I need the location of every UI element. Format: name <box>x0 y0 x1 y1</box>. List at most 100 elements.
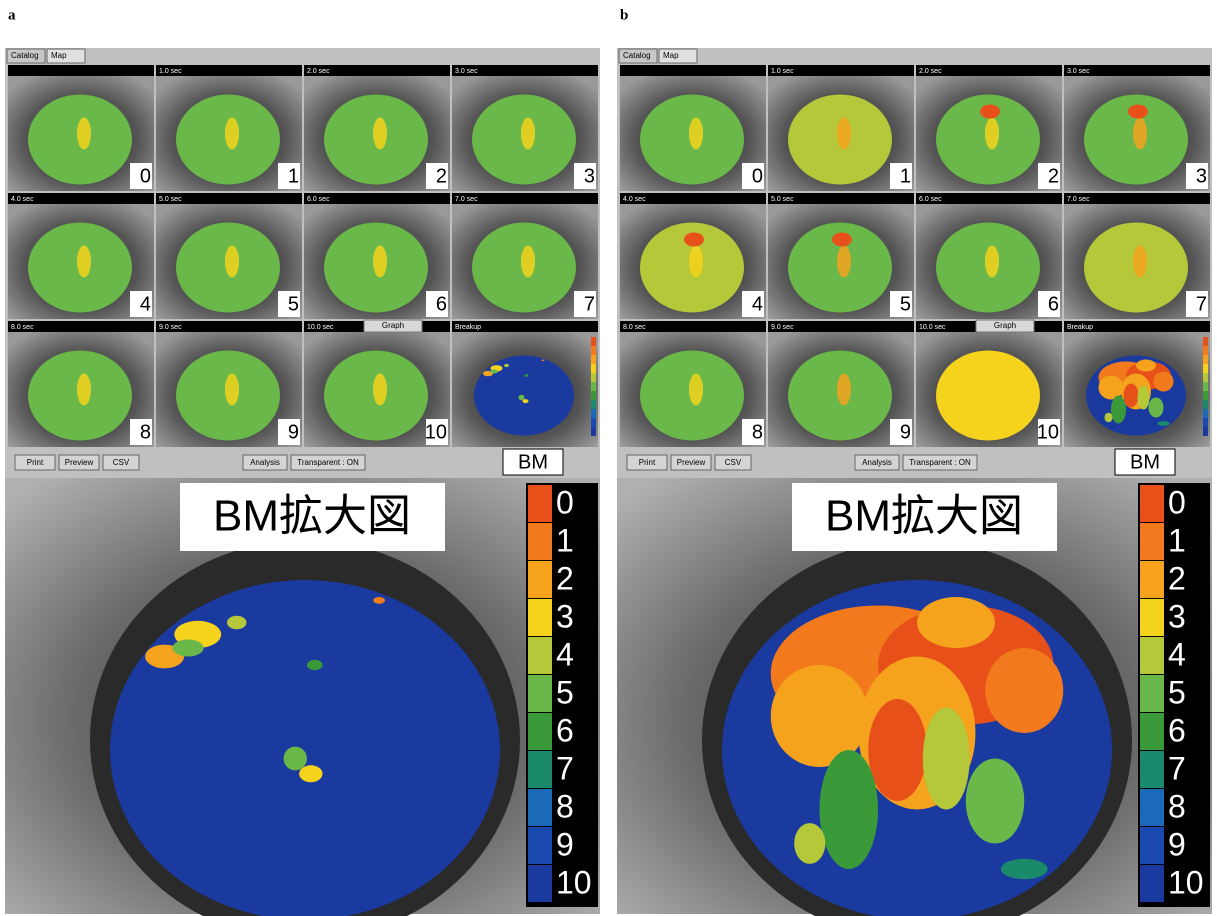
zoom-blob <box>284 747 307 771</box>
tab-label[interactable]: Catalog <box>623 51 651 60</box>
legend-swatch <box>528 789 552 826</box>
zoom-blob <box>307 660 323 670</box>
panel-label: b <box>620 7 628 23</box>
frame-time: 3.0 sec <box>455 68 478 75</box>
toolbar-button-label[interactable]: Print <box>27 458 44 467</box>
breakup-blob <box>1136 360 1156 372</box>
frame-time: 6.0 sec <box>307 196 330 203</box>
graph-button-label[interactable]: Graph <box>382 321 404 330</box>
legend-level: 5 <box>1168 674 1186 710</box>
legend-swatch <box>528 637 552 674</box>
tab-label[interactable]: Map <box>663 51 679 60</box>
zoom-disc <box>110 580 500 916</box>
frame-header <box>8 65 154 76</box>
zoom-blob <box>373 597 385 604</box>
mini-scale <box>591 337 596 346</box>
toolbar-button-label[interactable]: Print <box>639 458 656 467</box>
tear-spot <box>77 246 91 278</box>
tear-spot <box>689 246 703 278</box>
legend-level: 10 <box>556 864 592 900</box>
frame-number: 5 <box>288 293 299 315</box>
legend-swatch <box>1140 637 1164 674</box>
zoom-title: BM拡大図 <box>213 492 411 541</box>
frame-header <box>620 65 766 76</box>
frame-number: 7 <box>584 293 595 315</box>
tear-spot <box>77 118 91 150</box>
frame-number: 4 <box>752 293 763 315</box>
legend-swatch <box>1140 523 1164 560</box>
legend-level: 2 <box>556 560 574 596</box>
legend-level: 7 <box>556 750 574 786</box>
mini-scale <box>591 427 596 436</box>
frame-time: 9.0 sec <box>771 324 794 331</box>
zoom-blob <box>966 759 1025 844</box>
mini-scale <box>1203 346 1208 355</box>
legend-level: 8 <box>1168 788 1186 824</box>
mini-scale <box>1203 391 1208 400</box>
legend-swatch <box>1140 561 1164 598</box>
tear-spot <box>521 118 535 150</box>
tear-spot <box>225 374 239 406</box>
frame-time: 2.0 sec <box>307 68 330 75</box>
tab-label[interactable]: Map <box>51 51 67 60</box>
tear-spot <box>1133 118 1147 150</box>
legend-swatch <box>1140 789 1164 826</box>
frame-number: 7 <box>1196 293 1207 315</box>
legend-swatch <box>528 675 552 712</box>
breakup-disc <box>474 356 574 436</box>
tear-spot <box>684 233 704 247</box>
frame-number: 5 <box>900 293 911 315</box>
legend-swatch <box>1140 713 1164 750</box>
mini-scale <box>1203 355 1208 364</box>
frame-number: 1 <box>900 165 911 187</box>
mini-scale <box>1203 382 1208 391</box>
toolbar-button-label[interactable]: CSV <box>725 458 742 467</box>
breakup-blob <box>1105 413 1113 423</box>
tear-spot <box>521 246 535 278</box>
toolbar-button-label[interactable]: Transparent : ON <box>297 458 359 467</box>
toolbar-button-label[interactable]: Analysis <box>862 458 892 467</box>
breakup-blob <box>1158 421 1170 426</box>
mini-scale <box>591 409 596 418</box>
frame-number: 10 <box>1037 421 1059 443</box>
frame-time: 7.0 sec <box>455 196 478 203</box>
zoom-blob <box>1001 859 1048 879</box>
legend-swatch <box>528 561 552 598</box>
toolbar-button-label[interactable]: CSV <box>113 458 130 467</box>
legend-level: 9 <box>1168 826 1186 862</box>
tear-spot <box>225 246 239 278</box>
tear-spot <box>985 374 999 406</box>
mini-scale <box>1203 409 1208 418</box>
frame-number: 0 <box>752 165 763 187</box>
breakup-blob <box>504 364 509 367</box>
zoom-blob <box>917 597 995 648</box>
frame-time: 7.0 sec <box>1067 196 1090 203</box>
tear-spot <box>373 118 387 150</box>
tear-spot <box>1133 246 1147 278</box>
graph-button-label[interactable]: Graph <box>994 321 1016 330</box>
mini-scale <box>591 391 596 400</box>
tear-spot <box>77 374 91 406</box>
zoom-blob <box>299 765 322 782</box>
frame-number: 1 <box>288 165 299 187</box>
mini-scale <box>591 346 596 355</box>
tear-spot <box>689 118 703 150</box>
toolbar-button-label[interactable]: Transparent : ON <box>909 458 971 467</box>
legend-swatch <box>528 485 552 522</box>
frame-time: 10.0 sec <box>307 324 334 331</box>
legend-swatch <box>528 523 552 560</box>
toolbar-button-label[interactable]: Analysis <box>250 458 280 467</box>
mini-scale <box>1203 400 1208 409</box>
frame-number: 6 <box>1048 293 1059 315</box>
breakup-blob <box>542 360 545 362</box>
mini-scale <box>1203 418 1208 427</box>
legend-level: 4 <box>1168 636 1186 672</box>
zoom-blob <box>820 750 879 869</box>
mini-scale <box>1203 427 1208 436</box>
tear-spot <box>373 246 387 278</box>
toolbar-button-label[interactable]: Preview <box>65 458 94 467</box>
zoom-blob <box>227 616 247 630</box>
toolbar-button-label[interactable]: Preview <box>677 458 706 467</box>
frame-number: 3 <box>584 165 595 187</box>
tab-label[interactable]: Catalog <box>11 51 39 60</box>
